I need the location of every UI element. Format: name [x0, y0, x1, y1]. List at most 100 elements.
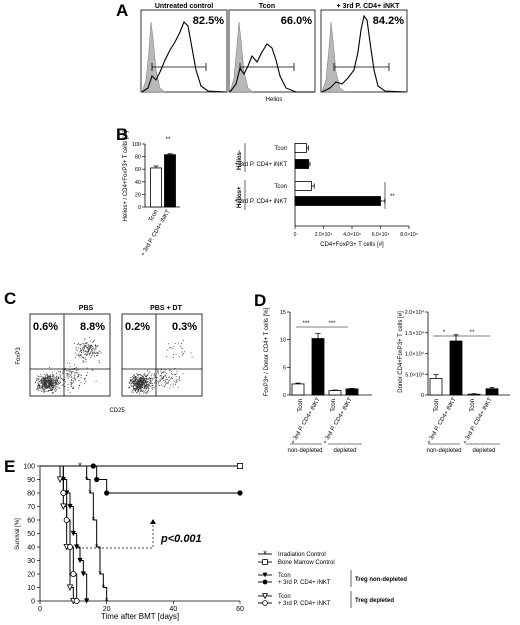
c1-dot — [52, 384, 54, 385]
c2-dot — [138, 378, 140, 380]
c1-dot — [37, 379, 39, 381]
c1-dot — [96, 355, 98, 357]
c1-dot — [59, 371, 61, 373]
c1-dot — [67, 389, 69, 391]
c1-dot — [47, 385, 49, 387]
b-right-bar-1 — [294, 159, 309, 169]
c1-dot — [87, 351, 89, 353]
d-left-ytick-label-1: 5 — [283, 365, 286, 371]
c1-dot — [72, 387, 74, 389]
c1-dot — [78, 347, 80, 349]
c1-dot — [41, 385, 43, 387]
c2-dot — [163, 370, 165, 372]
c1-dot — [47, 389, 49, 391]
c2-dot — [161, 378, 163, 380]
c1-dot — [47, 376, 49, 378]
c1-dot — [52, 382, 54, 383]
c2-dot — [151, 373, 153, 375]
c2-dot — [145, 380, 147, 382]
c1-dot — [51, 393, 53, 394]
c2-dot — [143, 376, 145, 378]
c2-dot — [150, 381, 152, 382]
e-legend-marker-1 — [262, 559, 268, 565]
b-left-significance: ** — [166, 137, 171, 143]
c1-dot — [44, 385, 46, 387]
e-marker-5-3 — [67, 544, 74, 551]
c2-dot — [146, 384, 148, 386]
c1-dot — [50, 380, 52, 382]
c1-dot — [55, 390, 57, 392]
c1-dot — [40, 386, 42, 388]
c2-dot — [178, 377, 180, 378]
e-curve-5 — [40, 465, 78, 601]
b-right-xlabel: CD4+FoxP3+ T cells [#] — [320, 242, 384, 248]
panel-c-ul-pbs: 0.6% — [33, 321, 58, 333]
c1-dot — [70, 371, 72, 373]
e-marker-0-5: * — [95, 542, 99, 552]
b-right-label-tcon-1: Tcon — [274, 146, 287, 152]
c1-dot — [47, 380, 49, 382]
c1-dot — [88, 354, 90, 356]
c2-dot — [175, 383, 176, 385]
c1-dot — [62, 384, 64, 386]
c2-dot — [153, 374, 155, 376]
c2-dot — [138, 382, 140, 384]
c1-dot — [48, 376, 50, 378]
d-right-bar-0 — [429, 377, 443, 396]
c1-dot — [50, 383, 52, 385]
c1-dot — [57, 384, 59, 386]
c1-dot — [47, 380, 49, 382]
c2-dot — [138, 387, 140, 388]
c1-dot — [42, 383, 44, 385]
c2-dot — [138, 385, 140, 387]
c2-dot — [145, 383, 147, 385]
c1-dot — [52, 387, 54, 389]
c1-dot — [42, 376, 44, 378]
c2-dot — [134, 376, 136, 378]
c2-dot — [149, 377, 150, 379]
c1-dot — [48, 385, 50, 387]
c1-dot — [51, 389, 53, 391]
c2-dot — [161, 372, 163, 374]
c2-dot — [142, 378, 144, 380]
panel-label-d: D — [254, 291, 266, 310]
d-right-ytick-label-4: 2.0×10⁴ — [405, 309, 425, 316]
panel-c-xlabel: CD25 — [109, 408, 125, 414]
c1-dot — [38, 384, 40, 385]
c2-dot — [145, 385, 147, 387]
c1-dot — [72, 377, 74, 379]
c1-dot — [37, 382, 39, 384]
c1-dot — [41, 386, 43, 388]
d-left-ytick-label-3: 15 — [280, 310, 286, 316]
c1-dot — [52, 371, 54, 373]
c1-dot — [79, 351, 81, 353]
c2-dot — [143, 377, 145, 379]
c2-dot — [138, 380, 140, 382]
e-ytick-label-0: 0 — [31, 599, 35, 606]
c2-dot — [181, 347, 183, 349]
c2-dot — [152, 379, 154, 381]
c1-dot — [47, 377, 49, 379]
b-right-label-inkt-1: + 3rd P. CD4+ iNKT — [234, 162, 287, 168]
c1-dot — [56, 389, 58, 391]
c1-dot — [77, 374, 79, 376]
c2-dot — [135, 378, 137, 380]
c2-dot — [131, 391, 133, 393]
c1-dot — [51, 386, 53, 388]
b-right-label-tcon-2: Tcon — [274, 184, 287, 190]
c1-dot — [90, 351, 92, 352]
c2-dot — [177, 379, 179, 380]
c2-dot — [142, 379, 144, 381]
c2-dot — [134, 387, 136, 389]
b-left-tick-tcon: Tcon — [148, 209, 160, 223]
e-marker-2-6 — [77, 557, 83, 564]
e-ytick-label-7: 70 — [27, 504, 35, 511]
c1-dot — [67, 372, 69, 374]
c1-dot — [80, 349, 82, 351]
c2-dot — [149, 380, 151, 382]
c2-dot — [137, 390, 139, 392]
c1-dot — [97, 351, 99, 353]
panel-a-gates — [151, 63, 390, 71]
c1-dot — [52, 382, 54, 384]
c1-dot — [85, 359, 87, 361]
